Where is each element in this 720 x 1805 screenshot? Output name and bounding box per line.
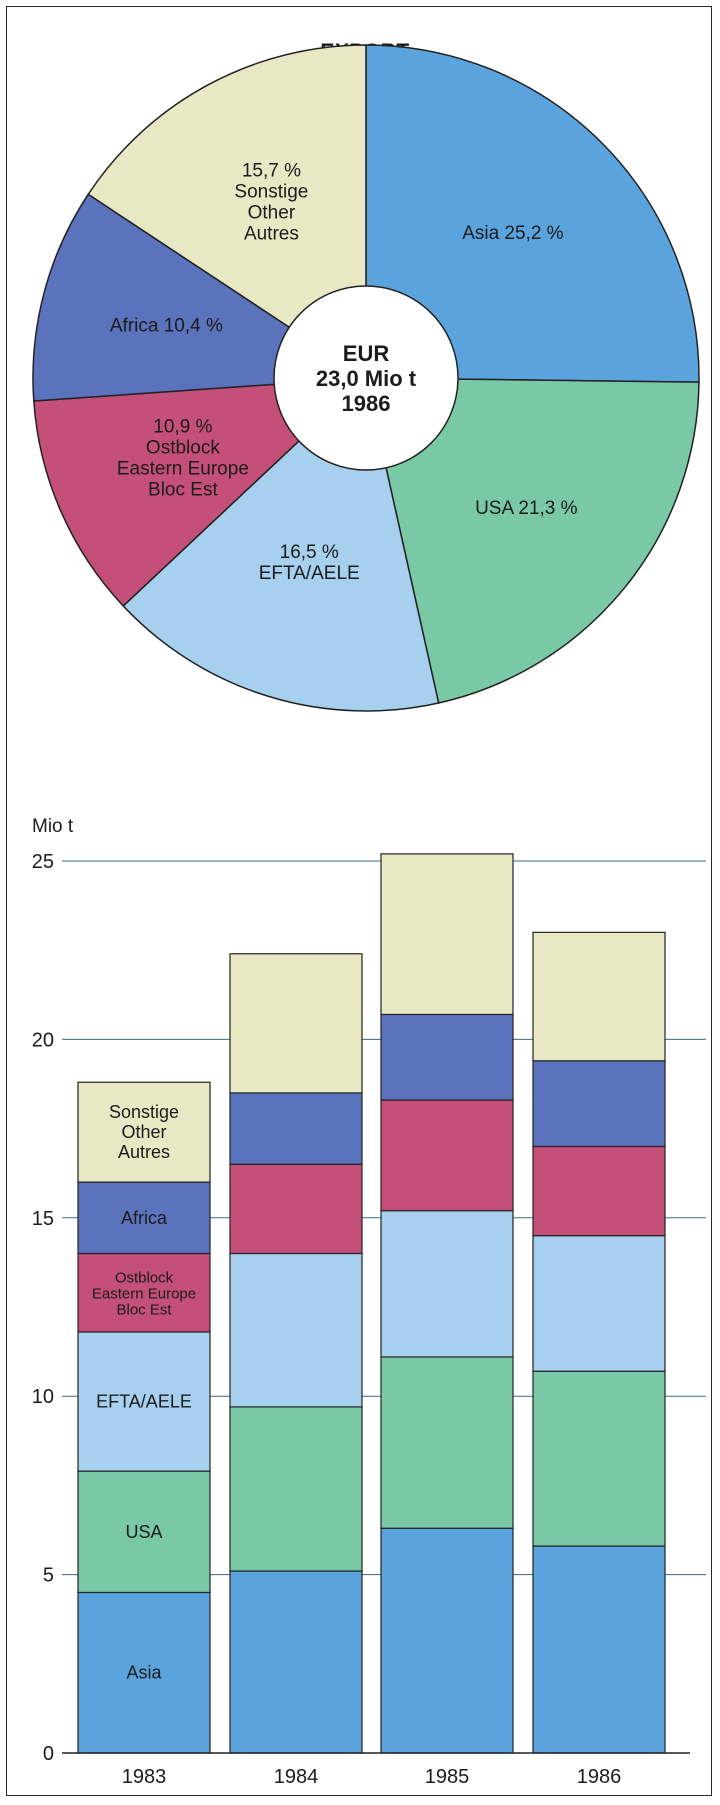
bar-segment-africa-1986 [532,1060,666,1148]
bar-segment-usa-1986 [532,1370,666,1547]
bar-segment-sonstige-1986 [532,931,666,1062]
bar-segment-label-usa: USA [125,1522,162,1542]
bar-segment-usa-1983 [77,1470,211,1594]
bar-segment-ostblock-1985 [380,1099,514,1212]
x-tick-label: 1986 [577,1766,622,1788]
x-tick-label: 1984 [274,1766,319,1788]
pie-label-ostblock: 10,9 % Ostblock Eastern Europe Bloc Est [117,416,249,500]
bar-segment-efta-1985 [380,1210,514,1358]
bar-segment-usa-1985 [380,1356,514,1529]
pie-label-efta: 16,5 % EFTA/AELE [259,542,360,584]
y-tick-label: 5 [43,1565,54,1587]
pie-label-sonstige: 15,7 % Sonstige Other Autres [234,161,308,245]
bar-segment-ostblock-1986 [532,1145,666,1237]
y-tick-label: 20 [32,1029,54,1051]
bar-segment-asia-1986 [532,1545,666,1754]
bar-segment-africa-1984 [229,1092,363,1165]
pie-label-africa: Africa 10,4 % [110,315,223,336]
pie-center-label: EUR 23,0 Mio t 1986 [316,341,417,416]
bar-segment-efta-1986 [532,1235,666,1372]
bar-segment-label-asia: Asia [126,1663,162,1683]
x-tick-label: 1983 [122,1766,167,1788]
pie-center-hole [273,285,459,471]
pie-slice-usa [365,377,700,704]
bar-segment-label-africa: Africa [121,1208,168,1228]
bar-segment-usa-1984 [229,1406,363,1572]
y-tick-label: 0 [43,1743,54,1765]
bar-segment-label-efta: EFTA/AELE [96,1392,192,1412]
bar-segment-asia-1985 [380,1527,514,1754]
pie-label-asia: Asia 25,2 % [462,223,563,244]
y-tick-label: 15 [32,1208,54,1230]
stacked-bar-chart: Mio t 0 5 10 15 20 25 Asia USA EFTA/AELE Ostblock E… [32,816,706,1788]
pie-chart: Asia 25,2 % USA 21,3 % 16,5 % EFTA/AELE10,9… [32,44,700,712]
bar-segment-label-ostblock: Ostblock Eastern Europe Bloc Est [92,1270,196,1319]
bar-segment-asia-1984 [229,1570,363,1754]
bar-segment-sonstige-1985 [380,853,514,1016]
bar-segment-label-sonstige: Sonstige Other Autres [109,1102,179,1162]
bar-segment-sonstige-1983 [77,1081,211,1183]
bar-segment-efta-1984 [229,1252,363,1408]
x-tick-label: 1985 [425,1766,470,1788]
y-axis-title: Mio t [32,816,74,837]
bar-segment-sonstige-1984 [229,953,363,1094]
bar-segment-africa-1985 [380,1013,514,1101]
bar-segment-ostblock-1983 [77,1252,211,1333]
bar-segment-africa-1983 [77,1181,211,1255]
pie-slice-asia [365,44,700,383]
y-tick-label: 10 [32,1386,54,1408]
y-tick-label: 25 [32,851,54,873]
bar-segment-efta-1983 [77,1331,211,1472]
pie-slice-sonstige [87,44,367,380]
bar-segment-asia-1983 [77,1591,211,1754]
bar-segment-ostblock-1984 [229,1163,363,1255]
pie-label-usa: USA 21,3 % [475,498,578,519]
pie-slice-ostblock [32,377,369,608]
